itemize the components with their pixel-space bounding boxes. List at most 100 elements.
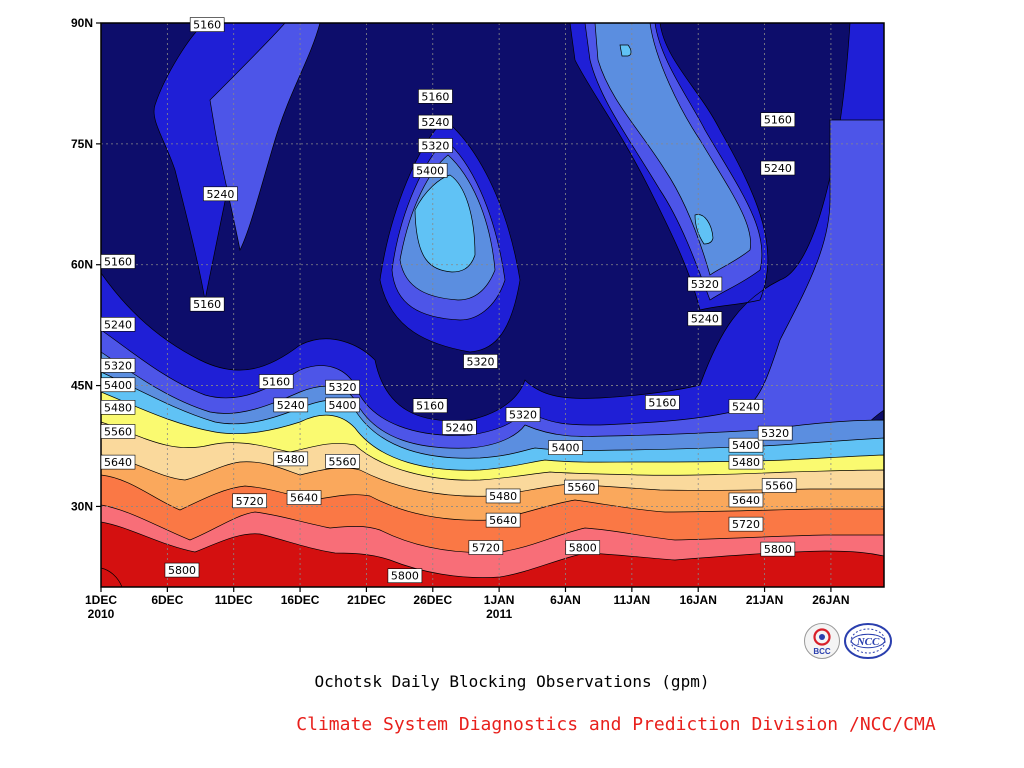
contour-label: 5480 [485,488,521,504]
contour-label: 5320 [757,425,793,441]
contour-label-text: 5400 [329,399,357,412]
contour-label-text: 5160 [193,298,221,311]
contour-label: 5160 [412,398,448,414]
contour-label: 5800 [164,562,200,578]
contour-label-text: 5640 [732,494,760,507]
contour-label: 5400 [100,377,136,393]
contour-label-box [442,420,477,435]
contour-label: 5240 [728,399,764,414]
contour-label: 5160 [760,112,796,127]
contour-label: 5480 [728,454,764,470]
contour-label-box [761,478,797,493]
contour-label: 5400 [548,440,583,455]
contour-label-box [100,377,136,393]
contour-label: 5160 [100,254,136,269]
contour-label-box [273,397,309,413]
contour-label-text: 5160 [262,376,290,389]
x-tick-label: 21JAN [746,593,783,607]
contour-label-text: 5240 [764,162,792,175]
contour-label: 5400 [412,163,448,178]
plot-frame [100,22,885,588]
y-tick-label: 60N [71,258,93,272]
contour-label-box [760,541,796,557]
contour-label-box [564,479,599,495]
contour-label: 5160 [645,395,680,410]
contour-label: 5400 [728,437,764,453]
contour-label-box [258,374,294,389]
contour-label: 5480 [273,451,309,467]
contour-label-text: 5640 [104,456,132,469]
contour-label-box [412,163,448,178]
contour-label-text: 5400 [551,442,579,455]
contour-label-text: 5560 [567,481,595,494]
contour-label-box [687,276,723,292]
contour-label: 5640 [100,454,136,470]
contour-label: 5800 [565,540,601,555]
contour-label-box [286,490,322,505]
contour-label: 5560 [100,424,136,439]
contour-label-box [189,17,225,32]
contour-label-text: 5560 [329,455,357,468]
contour-label-box [325,454,360,469]
contour-label-text: 5480 [277,453,305,466]
contour-label: 5240 [442,420,477,435]
x-tick-label: 6DEC [151,593,183,607]
contour-label-text: 5800 [168,564,196,577]
contour-label: 5720 [468,540,504,555]
x-tick-label: 6JAN [550,593,581,607]
contour-label: 5160 [258,374,294,389]
contour-label: 5400 [325,397,360,413]
contour-label-box [232,493,267,509]
contour-label-box [757,425,793,441]
contour-label: 5800 [387,568,423,584]
contour-label-text: 5480 [104,401,132,414]
contour-label: 5320 [505,407,541,422]
contour-label: 5320 [100,358,136,373]
contour-label-text: 5160 [104,255,132,268]
contour-label-box [548,440,583,455]
contour-label-box [468,540,504,555]
contour-label-text: 5480 [489,490,517,503]
contour-label-text: 5320 [691,278,719,291]
contour-label-box [325,379,360,395]
contour-label-text: 5800 [764,543,792,556]
contour-label: 5240 [760,160,796,176]
contour-label-box [645,395,680,410]
contour-label-box [418,114,453,130]
contour-label-box [728,454,764,470]
contour-label-box [760,160,796,176]
contour-label-box [565,540,601,555]
contour-label-box [485,512,521,528]
contour-label-text: 5800 [569,542,597,555]
contour-label-box [760,112,796,127]
x-tick-label: 1DEC [85,593,117,607]
contour-label-text: 5720 [236,495,264,508]
contour-label-text: 5160 [421,90,449,103]
contour-label-text: 5320 [467,355,495,368]
contour-label-text: 5800 [391,570,419,583]
contour-label-box [418,138,453,153]
contour-label: 5800 [760,541,796,557]
contour-label: 5320 [463,354,498,369]
contour-label-box [463,354,498,369]
y-tick-label: 45N [71,379,93,393]
contour-label-box [687,311,723,326]
y-tick-label: 75N [71,137,93,151]
ncc-logo: NCC [843,622,893,660]
contour-label: 5720 [232,493,267,509]
contour-label-text: 5640 [489,514,517,527]
x-tick-label: 16JAN [680,593,717,607]
x-tick-label: 11JAN [613,593,650,607]
contour-label-box [728,437,764,453]
contour-label-text: 5160 [648,396,676,409]
contour-label: 5320 [418,138,453,153]
contour-label-text: 5320 [421,139,449,152]
ncc-logo-icon: NCC [844,623,892,659]
contour-label-box [164,562,200,578]
contour-label: 5240 [687,311,723,326]
contour-label-text: 5400 [732,439,760,452]
contour-label-text: 5560 [765,479,793,492]
x-tick-label: 21DEC [347,593,386,607]
contour-label-text: 5320 [761,427,789,440]
contour-label-text: 5240 [104,318,132,331]
